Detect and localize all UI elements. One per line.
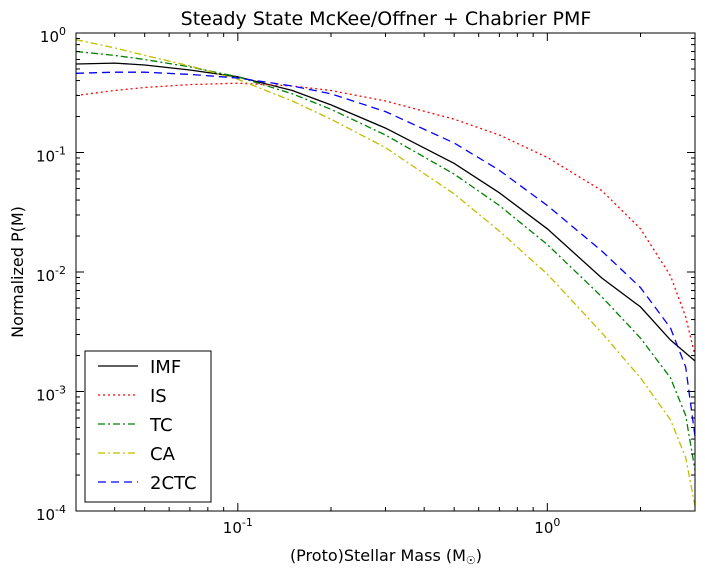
x-axis-label: (Proto)Stellar Mass (M☉)	[290, 546, 482, 567]
series-line-tc	[75, 50, 696, 471]
legend-label: IS	[150, 386, 167, 407]
x-tick-label: 100	[534, 516, 560, 537]
x-tick-label: 10-1	[223, 516, 253, 537]
series-line-imf	[75, 62, 696, 362]
chart-title: Steady State McKee/Offner + Chabrier PMF	[181, 8, 592, 30]
legend-label: 2CTC	[150, 473, 197, 494]
y-tick-label: 10-2	[36, 264, 66, 285]
legend-box	[84, 350, 212, 503]
y-tick-label: 10-3	[36, 384, 66, 405]
sun-symbol: ☉	[466, 554, 476, 567]
legend-item-ca: CA	[98, 444, 176, 465]
y-tick-label: 100	[40, 25, 66, 46]
y-axis-label: Normalized P(M)	[8, 206, 27, 338]
series-line-2ctc	[75, 71, 696, 437]
series-layer	[75, 38, 696, 507]
y-tick-label: 10-1	[36, 145, 66, 166]
legend-item-is: IS	[98, 386, 167, 407]
legend-label: TC	[149, 415, 173, 436]
series-line-is	[75, 82, 696, 356]
legend: IMF IS TC CA 2CTC	[84, 350, 212, 503]
plot-frame	[75, 32, 696, 512]
y-tick-label: 10-4	[36, 503, 66, 524]
series-line-ca	[75, 38, 696, 507]
legend-item-tc: TC	[98, 415, 173, 436]
legend-item-imf: IMF	[98, 357, 181, 378]
ticks-layer: 10-1 100 100 10-1 10-2 10-3 10-4	[36, 25, 696, 537]
legend-label: IMF	[150, 357, 181, 378]
legend-label: CA	[150, 444, 176, 465]
legend-item-2ctc: 2CTC	[98, 473, 197, 494]
